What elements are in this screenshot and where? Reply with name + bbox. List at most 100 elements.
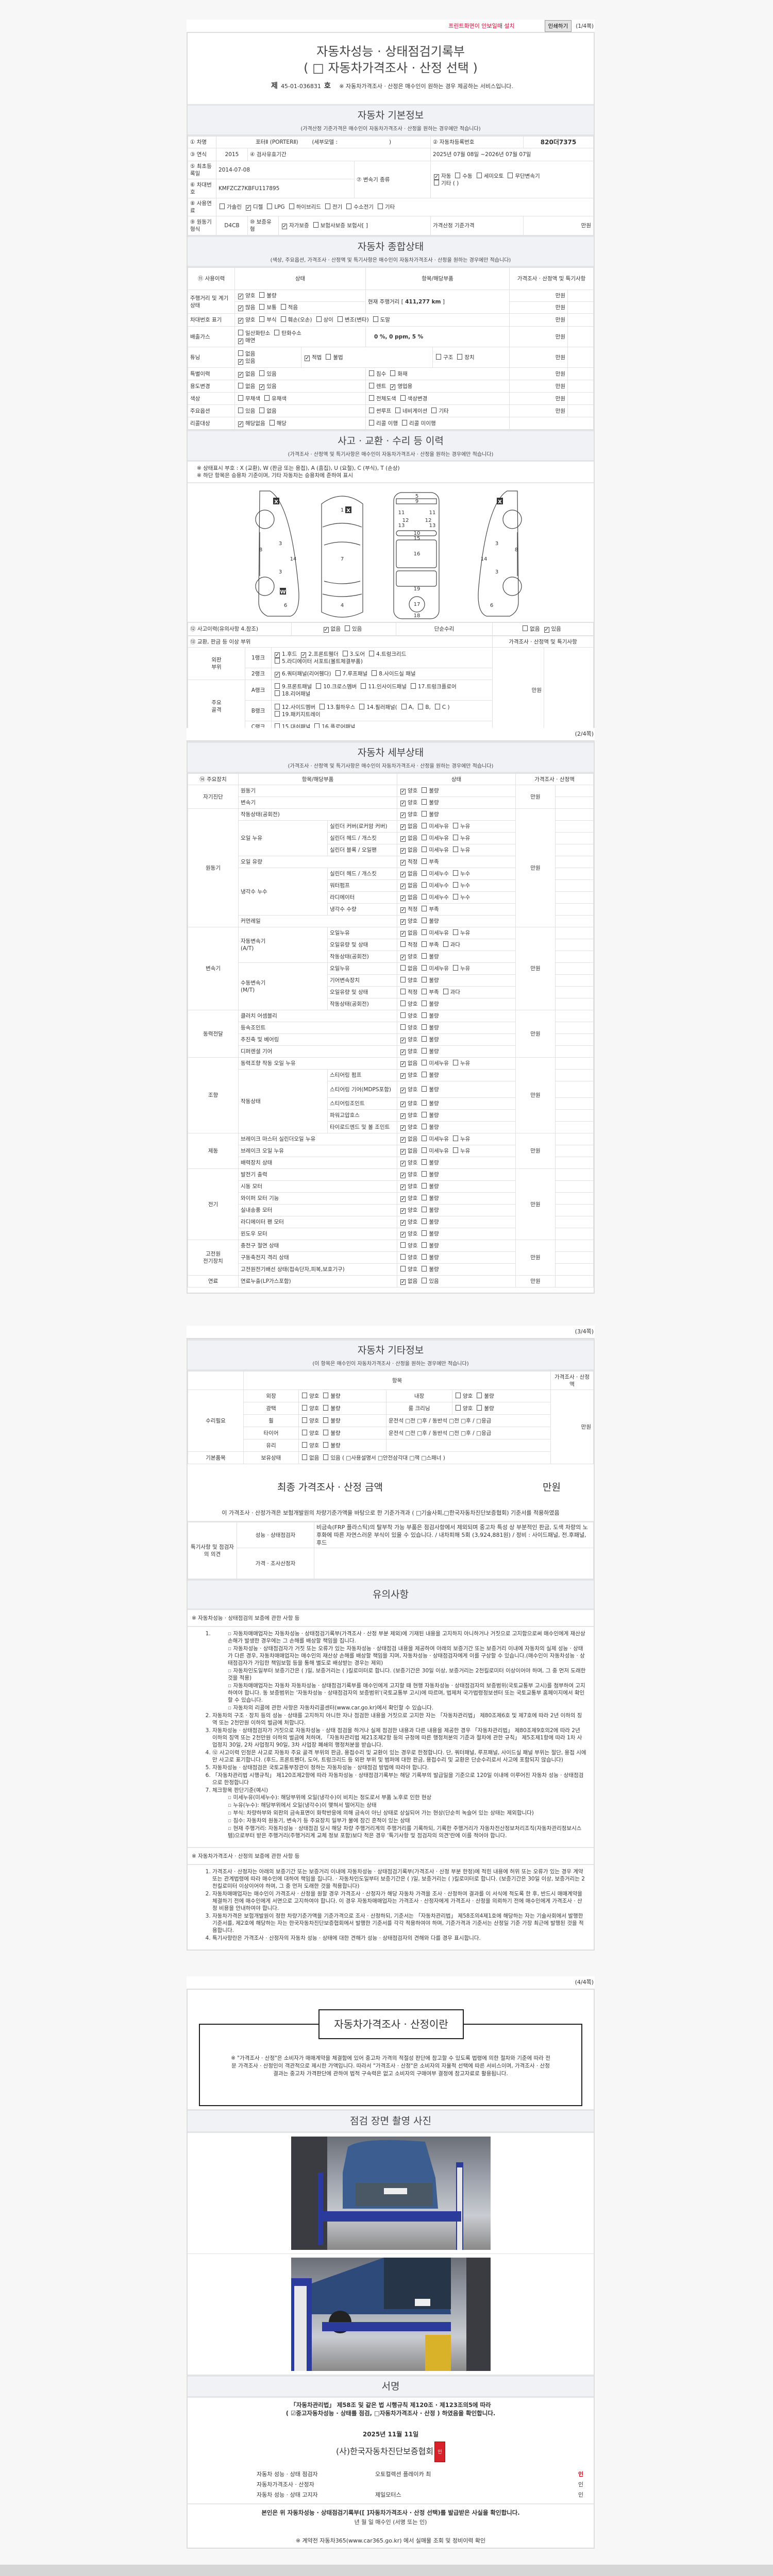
checkbox-unchecked[interactable] <box>422 1147 427 1153</box>
checkbox-unchecked[interactable] <box>434 179 440 185</box>
checkbox-unchecked[interactable] <box>400 1012 406 1018</box>
checkbox-unchecked[interactable] <box>422 1136 427 1141</box>
checkbox-unchecked[interactable] <box>267 204 273 209</box>
checkbox-unchecked[interactable] <box>400 941 406 947</box>
checkbox-unchecked[interactable] <box>422 894 427 900</box>
checkbox-unchecked[interactable] <box>323 1454 329 1460</box>
checkbox-unchecked[interactable] <box>302 1404 307 1411</box>
checkbox-unchecked[interactable] <box>422 1218 427 1224</box>
checkbox-checked[interactable]: ✓ <box>275 652 280 658</box>
checkbox-unchecked[interactable] <box>422 835 427 840</box>
checkbox-unchecked[interactable] <box>523 625 528 631</box>
checkbox-unchecked[interactable] <box>422 1124 427 1129</box>
checkbox-checked[interactable]: ✓ <box>400 1161 406 1166</box>
checkbox-unchecked[interactable] <box>452 846 458 852</box>
checkbox-unchecked[interactable] <box>422 965 427 971</box>
checkbox-unchecked[interactable] <box>220 204 225 209</box>
checkbox-checked[interactable]: ✓ <box>400 1232 406 1238</box>
checkbox-unchecked[interactable] <box>436 353 442 360</box>
checkbox-unchecked[interactable] <box>508 172 513 178</box>
checkbox-unchecked[interactable] <box>369 650 375 656</box>
checkbox-unchecked[interactable] <box>269 419 275 426</box>
checkbox-unchecked[interactable] <box>369 395 375 401</box>
checkbox-unchecked[interactable] <box>400 1024 406 1030</box>
checkbox-checked[interactable]: ✓ <box>390 384 396 390</box>
checkbox-unchecked[interactable] <box>452 1136 458 1141</box>
checkbox-checked[interactable]: ✓ <box>238 318 243 324</box>
checkbox-unchecked[interactable] <box>422 1012 427 1018</box>
checkbox-unchecked[interactable] <box>411 683 416 689</box>
checkbox-unchecked[interactable] <box>400 977 406 982</box>
checkbox-unchecked[interactable] <box>422 1171 427 1177</box>
checkbox-unchecked[interactable] <box>456 1404 461 1411</box>
checkbox-checked[interactable]: ✓ <box>400 812 406 818</box>
checkbox-unchecked[interactable] <box>373 316 378 322</box>
checkbox-unchecked[interactable] <box>316 683 322 689</box>
checkbox-unchecked[interactable] <box>422 823 427 828</box>
checkbox-checked[interactable]: ✓ <box>400 801 406 806</box>
checkbox-unchecked[interactable] <box>390 370 396 376</box>
checkbox-unchecked[interactable] <box>443 941 448 947</box>
checkbox-unchecked[interactable] <box>369 382 375 388</box>
checkbox-unchecked[interactable] <box>422 1254 427 1260</box>
checkbox-checked[interactable]: ✓ <box>400 931 406 937</box>
checkbox-unchecked[interactable] <box>422 906 427 911</box>
checkbox-unchecked[interactable] <box>275 690 280 696</box>
checkbox-checked[interactable]: ✓ <box>400 1061 406 1067</box>
checkbox-unchecked[interactable] <box>238 382 243 388</box>
checkbox-unchecked[interactable] <box>325 204 330 209</box>
checkbox-unchecked[interactable] <box>452 894 458 900</box>
checkbox-unchecked[interactable] <box>422 811 427 817</box>
checkbox-unchecked[interactable] <box>443 989 448 994</box>
checkbox-unchecked[interactable] <box>323 1429 329 1435</box>
checkbox-unchecked[interactable] <box>422 977 427 982</box>
checkbox-unchecked[interactable] <box>418 703 424 709</box>
checkbox-unchecked[interactable] <box>434 703 440 709</box>
checkbox-unchecked[interactable] <box>422 941 427 947</box>
checkbox-unchecked[interactable] <box>422 1183 427 1189</box>
checkbox-checked[interactable]: ✓ <box>238 338 243 344</box>
checkbox-checked[interactable]: ✓ <box>282 224 287 229</box>
checkbox-checked[interactable]: ✓ <box>238 294 243 299</box>
checkbox-unchecked[interactable] <box>259 316 265 322</box>
checkbox-unchecked[interactable] <box>422 787 427 793</box>
checkbox-checked[interactable]: ✓ <box>238 359 243 365</box>
checkbox-unchecked[interactable] <box>452 835 458 840</box>
checkbox-unchecked[interactable] <box>369 370 375 376</box>
checkbox-unchecked[interactable] <box>259 407 265 413</box>
checkbox-checked[interactable]: ✓ <box>400 895 406 901</box>
checkbox-unchecked[interactable] <box>400 1254 406 1260</box>
checkbox-unchecked[interactable] <box>289 204 294 209</box>
checkbox-unchecked[interactable] <box>274 329 280 335</box>
checkbox-checked[interactable]: ✓ <box>400 1049 406 1055</box>
checkbox-unchecked[interactable] <box>422 1112 427 1117</box>
checkbox-checked[interactable]: ✓ <box>400 1087 406 1093</box>
checkbox-unchecked[interactable] <box>238 350 243 356</box>
checkbox-checked[interactable]: ✓ <box>400 919 406 925</box>
checkbox-checked[interactable]: ✓ <box>400 860 406 866</box>
checkbox-checked[interactable]: ✓ <box>400 1113 406 1119</box>
checkbox-unchecked[interactable] <box>452 929 458 935</box>
checkbox-unchecked[interactable] <box>280 316 286 322</box>
checkbox-unchecked[interactable] <box>452 965 458 971</box>
checkbox-checked[interactable]: ✓ <box>400 955 406 960</box>
checkbox-checked[interactable]: ✓ <box>400 1279 406 1285</box>
checkbox-unchecked[interactable] <box>337 316 343 322</box>
checkbox-unchecked[interactable] <box>476 172 482 178</box>
checkbox-unchecked[interactable] <box>422 1230 427 1236</box>
checkbox-unchecked[interactable] <box>455 172 461 178</box>
checkbox-unchecked[interactable] <box>422 1195 427 1200</box>
checkbox-checked[interactable]: ✓ <box>400 884 406 889</box>
checkbox-checked[interactable]: ✓ <box>238 306 243 311</box>
checkbox-checked[interactable]: ✓ <box>400 1073 406 1079</box>
checkbox-unchecked[interactable] <box>401 703 407 709</box>
print-button[interactable]: 인쇄하기 <box>544 20 572 32</box>
checkbox-checked[interactable]: ✓ <box>400 848 406 854</box>
checkbox-unchecked[interactable] <box>323 1392 329 1398</box>
checkbox-unchecked[interactable] <box>456 1392 461 1398</box>
checkbox-unchecked[interactable] <box>302 1454 307 1460</box>
print-install-link[interactable]: 프린트화면이 안보일때 설치 <box>448 23 515 29</box>
checkbox-checked[interactable]: ✓ <box>323 627 329 633</box>
checkbox-unchecked[interactable] <box>377 204 383 209</box>
checkbox-checked[interactable]: ✓ <box>238 371 243 378</box>
